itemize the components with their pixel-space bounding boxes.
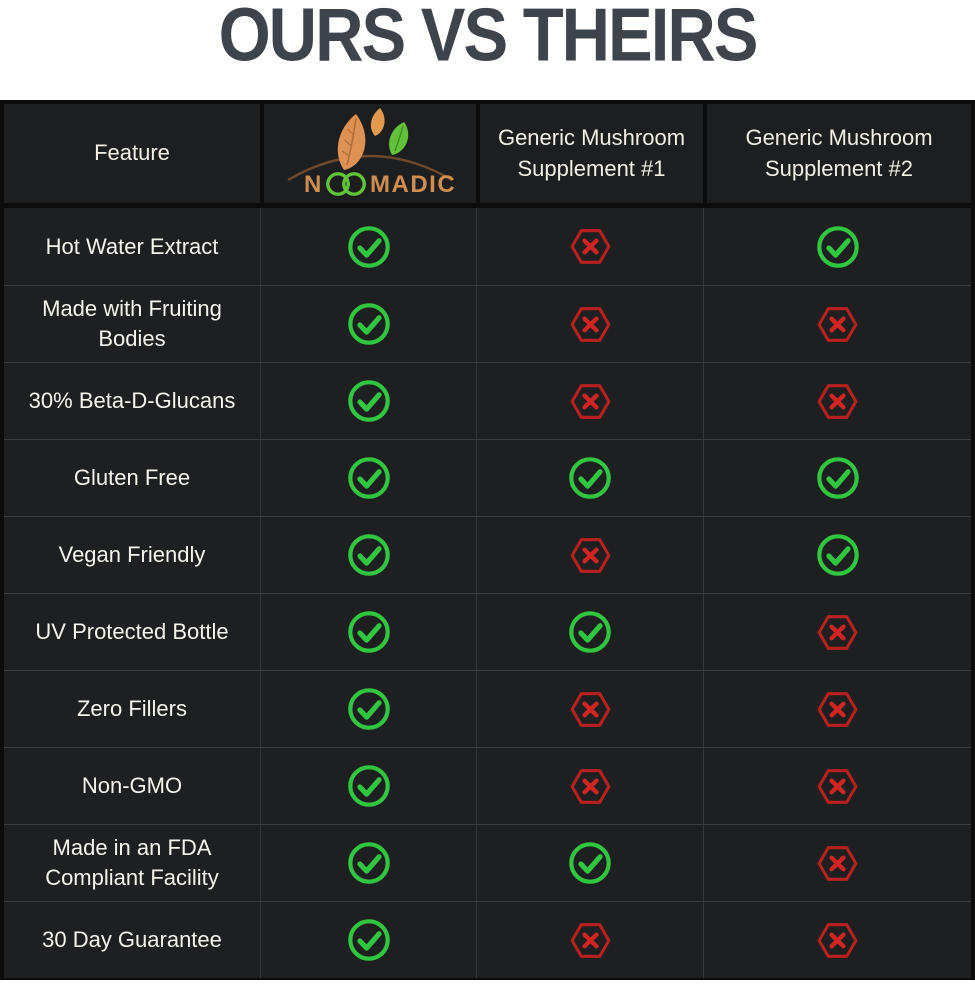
noomadic-value-cell — [260, 286, 476, 362]
check-circle-icon — [347, 303, 390, 345]
table-row: Hot Water Extract — [4, 208, 971, 285]
table-row: Non-GMO — [4, 747, 971, 824]
column-header-generic1: Generic Mushroom Supplement #1 — [476, 104, 703, 203]
generic2-value-cell — [703, 363, 971, 439]
x-hexagon-icon — [817, 845, 858, 881]
check-circle-icon — [347, 457, 390, 499]
noomadic-value-cell — [260, 594, 476, 670]
x-hexagon-icon — [817, 614, 858, 650]
generic1-value-cell — [476, 208, 703, 285]
generic2-value-cell — [703, 671, 971, 747]
leaf-icon-orange-small — [370, 107, 385, 136]
check-circle-icon — [816, 457, 859, 499]
table-row: Made in an FDA Compliant Facility — [4, 824, 971, 901]
x-hexagon-icon — [570, 922, 610, 958]
check-circle-icon — [347, 842, 390, 884]
logo-ring-o1 — [326, 171, 350, 196]
noomadic-logo-icon: N MADIC — [287, 107, 456, 198]
generic1-value-cell — [476, 440, 703, 516]
feature-label: Non-GMO — [4, 748, 260, 824]
x-hexagon-icon — [817, 383, 858, 419]
check-circle-icon — [347, 765, 390, 807]
feature-label: Gluten Free — [4, 440, 260, 516]
table-header-row: Feature N MADIC Generic Mushroom Supplem… — [4, 104, 971, 208]
generic2-value-cell — [703, 902, 971, 978]
noomadic-value-cell — [260, 748, 476, 824]
x-hexagon-icon — [570, 383, 610, 419]
check-circle-icon — [347, 611, 390, 653]
check-circle-icon — [569, 842, 611, 884]
x-hexagon-icon — [570, 537, 610, 573]
feature-label: Hot Water Extract — [4, 208, 260, 285]
noomadic-value-cell — [260, 902, 476, 978]
x-hexagon-icon — [570, 691, 610, 727]
x-hexagon-icon — [570, 768, 610, 804]
generic1-value-cell — [476, 671, 703, 747]
generic1-value-cell — [476, 594, 703, 670]
check-circle-icon — [347, 225, 390, 268]
check-circle-icon — [816, 534, 859, 576]
feature-label: Zero Fillers — [4, 671, 260, 747]
table-row: 30 Day Guarantee — [4, 901, 971, 978]
table-row: Made with Fruiting Bodies — [4, 285, 971, 362]
x-hexagon-icon — [817, 922, 858, 958]
feature-label: Vegan Friendly — [4, 517, 260, 593]
generic1-value-cell — [476, 902, 703, 978]
feature-label: 30% Beta-D-Glucans — [4, 363, 260, 439]
x-hexagon-icon — [817, 306, 858, 342]
check-circle-icon — [569, 457, 611, 499]
generic2-value-cell — [703, 594, 971, 670]
generic2-value-cell — [703, 825, 971, 901]
title-band: OURS VS THEIRS — [0, 0, 975, 100]
logo-arc — [287, 154, 453, 181]
logo-letter-n: N — [304, 171, 322, 198]
x-hexagon-icon — [817, 768, 858, 804]
noomadic-value-cell — [260, 363, 476, 439]
generic2-value-cell — [703, 517, 971, 593]
column-header-feature: Feature — [4, 104, 260, 203]
table-row: Zero Fillers — [4, 670, 971, 747]
noomadic-value-cell — [260, 671, 476, 747]
feature-label: UV Protected Bottle — [4, 594, 260, 670]
table-row: UV Protected Bottle — [4, 593, 971, 670]
noomadic-value-cell — [260, 517, 476, 593]
column-header-brand: N MADIC — [260, 104, 476, 203]
generic1-value-cell — [476, 825, 703, 901]
table-row: Vegan Friendly — [4, 516, 971, 593]
x-hexagon-icon — [570, 229, 610, 264]
generic2-value-cell — [703, 440, 971, 516]
generic1-value-cell — [476, 286, 703, 362]
check-circle-icon — [569, 611, 611, 653]
check-circle-icon — [347, 380, 390, 422]
generic1-value-cell — [476, 517, 703, 593]
noomadic-value-cell — [260, 825, 476, 901]
generic1-value-cell — [476, 363, 703, 439]
noomadic-value-cell — [260, 208, 476, 285]
feature-label: 30 Day Guarantee — [4, 902, 260, 978]
table-body: Hot Water Extract Made with Fruiting Bod… — [4, 208, 971, 978]
feature-label: Made in an FDA Compliant Facility — [4, 825, 260, 901]
check-circle-icon — [347, 534, 390, 576]
generic2-value-cell — [703, 748, 971, 824]
table-row: Gluten Free — [4, 439, 971, 516]
comparison-table: Feature N MADIC Generic Mushroom Supplem… — [0, 100, 975, 980]
x-hexagon-icon — [817, 691, 858, 727]
check-circle-icon — [816, 225, 859, 268]
generic1-value-cell — [476, 748, 703, 824]
logo-letters-madic: MADIC — [370, 171, 456, 198]
x-hexagon-icon — [570, 306, 610, 342]
logo-ring-o2 — [342, 171, 366, 196]
check-circle-icon — [347, 919, 390, 961]
generic2-value-cell — [703, 286, 971, 362]
noomadic-value-cell — [260, 440, 476, 516]
check-circle-icon — [347, 688, 390, 730]
generic2-value-cell — [703, 208, 971, 285]
page-title: OURS VS THEIRS — [218, 0, 759, 78]
feature-label: Made with Fruiting Bodies — [4, 286, 260, 362]
column-header-generic2: Generic Mushroom Supplement #2 — [703, 104, 971, 203]
table-row: 30% Beta-D-Glucans — [4, 362, 971, 439]
